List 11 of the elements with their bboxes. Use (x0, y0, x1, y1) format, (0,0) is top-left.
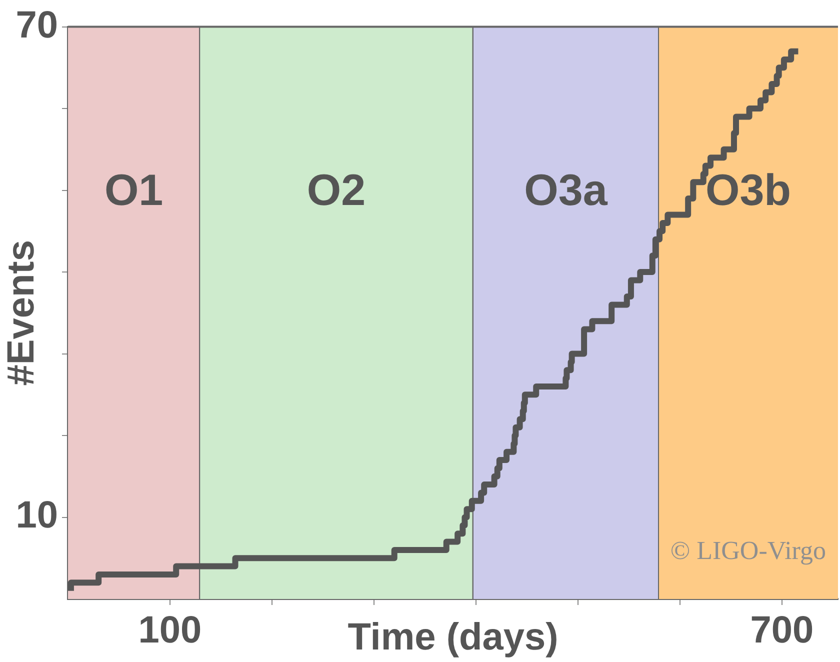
band-label: O3b (705, 166, 792, 215)
y-tick-label: 10 (16, 494, 58, 537)
y-tick-label: 70 (16, 4, 58, 46)
x-tick-label: 100 (138, 609, 202, 652)
band-label: O1 (104, 166, 164, 215)
band-label: O2 (306, 166, 366, 215)
annotation: © LIGO-Virgo (670, 536, 826, 566)
x-tick-label: 700 (750, 609, 814, 652)
x-axis-title: Time (days) (348, 616, 558, 659)
y-axis-title: #Events (0, 240, 42, 386)
band-label: O3a (524, 166, 608, 215)
